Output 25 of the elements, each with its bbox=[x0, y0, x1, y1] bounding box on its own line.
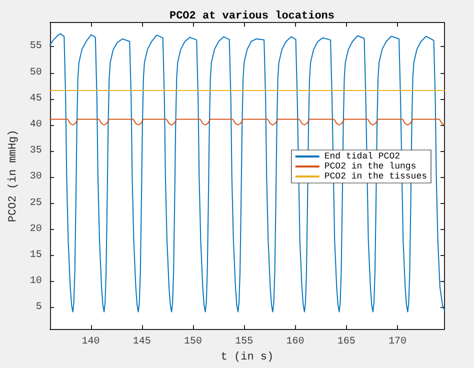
x-axis-title: t (in s) bbox=[220, 352, 274, 364]
x-tick-label: 145 bbox=[132, 336, 151, 348]
y-tick-label: 40 bbox=[30, 120, 42, 131]
y-tick-label: 50 bbox=[30, 67, 42, 78]
y-tick-label: 30 bbox=[30, 172, 42, 183]
y-axis-title: PCO2 (in mmHg) bbox=[8, 130, 20, 222]
y-tick-label: 10 bbox=[30, 276, 42, 288]
x-tick-label: 155 bbox=[235, 336, 254, 348]
x-tick-label: 140 bbox=[82, 336, 100, 348]
x-tick-label: 160 bbox=[286, 336, 304, 348]
x-tick-label: 170 bbox=[388, 336, 406, 348]
y-tick-label: 55 bbox=[30, 41, 42, 52]
x-tick-label: 165 bbox=[337, 336, 356, 348]
y-tick-label: 5 bbox=[36, 302, 42, 314]
y-tick-label: 35 bbox=[30, 146, 42, 157]
chart-title: PCO2 at various locations bbox=[169, 10, 335, 22]
legend-label: End tidal PCO2 bbox=[324, 152, 400, 162]
x-tick-label: 150 bbox=[184, 336, 202, 348]
y-tick-label: 15 bbox=[30, 250, 42, 261]
legend-label: PCO2 in the lungs bbox=[324, 162, 416, 172]
y-tick-label: 25 bbox=[30, 198, 42, 209]
y-tick-label: 45 bbox=[30, 93, 42, 104]
y-tick-label: 20 bbox=[30, 224, 42, 235]
legend-label: PCO2 in the tissues bbox=[324, 172, 428, 182]
line-series bbox=[49, 33, 445, 312]
